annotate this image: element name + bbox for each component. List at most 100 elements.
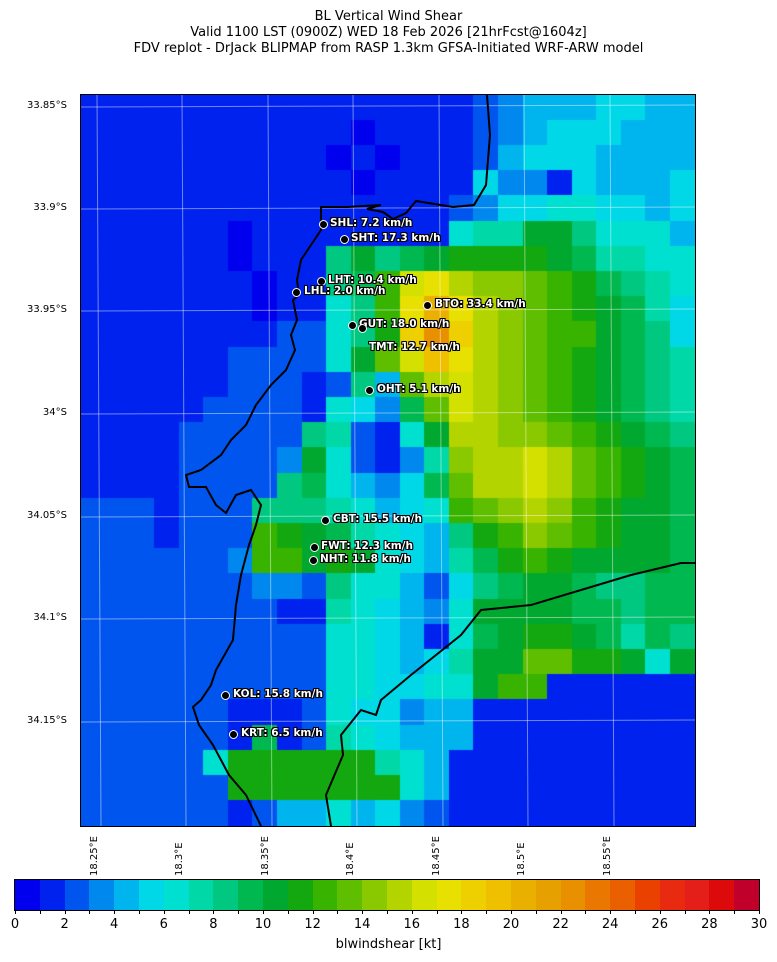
- colorbar-segment: [486, 880, 511, 910]
- colorbar-tick: [610, 910, 612, 914]
- station-label-nht: NHT: 11.8 km/h: [320, 553, 411, 565]
- colorbar-tick: [15, 910, 16, 914]
- colorbar-tick-label: 14: [353, 917, 371, 932]
- colorbar-segment: [535, 880, 561, 910]
- station-label-sht: SHT: 17.3 km/h: [351, 232, 441, 244]
- y-tick-label: 34°S: [42, 407, 67, 418]
- colorbar-tick: [659, 910, 661, 914]
- chart-title: BL Vertical Wind Shear: [314, 9, 463, 24]
- colorbar-segment: [138, 880, 164, 910]
- station-marker-shl: [319, 220, 328, 229]
- heatmap-layer: [81, 95, 695, 826]
- colorbar-segment: [15, 880, 40, 910]
- station-marker-bto: [423, 301, 432, 310]
- colorbar-tick-label: 8: [209, 917, 218, 932]
- y-tick-label: 33.95°S: [27, 304, 67, 315]
- y-tick-label: 34.15°S: [27, 715, 67, 726]
- colorbar-tick: [337, 910, 339, 914]
- colorbar-segment: [461, 880, 487, 910]
- station-marker-fwt: [310, 543, 319, 552]
- colorbar-segment: [114, 880, 139, 910]
- colorbar-tick: [734, 910, 736, 914]
- chart-subtitle-valid-time: Valid 1100 LST (0900Z) WED 18 Feb 2026 […: [190, 25, 587, 40]
- colorbar-segment: [262, 880, 288, 910]
- station-label-tmt: TMT: 12.7 km/h: [369, 341, 460, 353]
- colorbar-tick: [89, 910, 91, 914]
- colorbar-tick: [287, 910, 289, 914]
- colorbar-segment: [560, 880, 586, 910]
- y-tick-label: 33.85°S: [27, 100, 67, 111]
- station-label-fwt: FWT: 12.3 km/h: [321, 540, 413, 552]
- x-tick-label: 18.45°E: [431, 836, 442, 876]
- colorbar-tick: [362, 910, 364, 914]
- colorbar-segment: [659, 880, 685, 910]
- colorbar-segment: [684, 880, 710, 910]
- colorbar-segment: [585, 880, 611, 910]
- colorbar-segment: [634, 880, 660, 910]
- colorbar-tick: [263, 910, 264, 914]
- y-tick-label: 34.1°S: [33, 612, 67, 623]
- station-label-bto: BTO: 33.4 km/h: [435, 298, 526, 310]
- colorbar-segment: [610, 880, 635, 910]
- colorbar-segment: [362, 880, 387, 910]
- colorbar-segment: [510, 880, 536, 910]
- colorbar-tick: [64, 910, 66, 914]
- colorbar-segment: [188, 880, 214, 910]
- station-label-lhl: LHL: 2.0 km/h: [304, 285, 386, 297]
- colorbar-tick-label: 28: [701, 917, 718, 932]
- colorbar-tick: [461, 910, 463, 914]
- colorbar-tick-label: 24: [601, 917, 619, 932]
- colorbar-segment: [337, 880, 363, 910]
- colorbar-tick-label: 2: [60, 917, 69, 932]
- wind-shear-map: [80, 94, 696, 827]
- colorbar-segment: [312, 880, 338, 910]
- colorbar-tick: [213, 910, 215, 914]
- station-marker-lhl: [292, 288, 301, 297]
- colorbar-tick: [188, 910, 190, 914]
- colorbar-tick-label: 26: [651, 917, 669, 932]
- x-tick-label: 18.25°E: [89, 836, 100, 876]
- station-marker-kol: [221, 691, 230, 700]
- colorbar-segment: [734, 880, 759, 910]
- station-label-cbt: CBT: 15.5 km/h: [333, 513, 422, 525]
- station-marker-krt: [229, 730, 238, 739]
- station-marker-nht: [309, 556, 318, 565]
- colorbar-segment: [386, 880, 412, 910]
- station-label-kol: KOL: 15.8 km/h: [233, 688, 323, 700]
- colorbar-tick: [511, 910, 512, 914]
- colorbar-segment: [709, 880, 735, 910]
- colorbar-tick: [585, 910, 587, 914]
- y-tick-label: 34.05°S: [27, 510, 67, 521]
- colorbar-tick: [436, 910, 438, 914]
- colorbar-tick-label: 30: [750, 917, 768, 932]
- station-label-shl: SHL: 7.2 km/h: [330, 217, 413, 229]
- coastline-overlay: [81, 95, 695, 826]
- station-marker-cbt: [321, 516, 330, 525]
- colorbar-tick: [759, 910, 760, 914]
- colorbar-tick: [535, 910, 537, 914]
- x-tick-label: 18.35°E: [260, 836, 271, 876]
- colorbar-segment: [213, 880, 239, 910]
- station-label-gut: GUT: 18.0 km/h: [359, 318, 450, 330]
- colorbar-segment: [287, 880, 313, 910]
- colorbar-tick: [387, 910, 388, 914]
- colorbar-tick: [635, 910, 636, 914]
- colorbar-tick-label: 20: [502, 917, 520, 932]
- x-tick-label: 18.3°E: [174, 842, 185, 876]
- station-marker-tmt: [358, 324, 367, 333]
- station-marker-gut: [348, 321, 357, 330]
- x-tick-label: 18.55°E: [602, 836, 613, 876]
- colorbar-tick: [114, 910, 116, 914]
- colorbar-tick: [139, 910, 140, 914]
- station-marker-lht: [317, 277, 326, 286]
- colorbar-tick: [486, 910, 488, 914]
- colorbar-tick-label: 6: [159, 917, 168, 932]
- colorbar-tick: [411, 910, 413, 914]
- colorbar-tick-label: 12: [304, 917, 321, 932]
- colorbar-tick: [709, 910, 711, 914]
- colorbar-segment: [64, 880, 90, 910]
- station-label-krt: KRT: 6.5 km/h: [241, 727, 323, 739]
- colorbar-tick: [163, 910, 165, 914]
- colorbar-tick-label: 0: [10, 917, 20, 932]
- colorbar-tick: [684, 910, 686, 914]
